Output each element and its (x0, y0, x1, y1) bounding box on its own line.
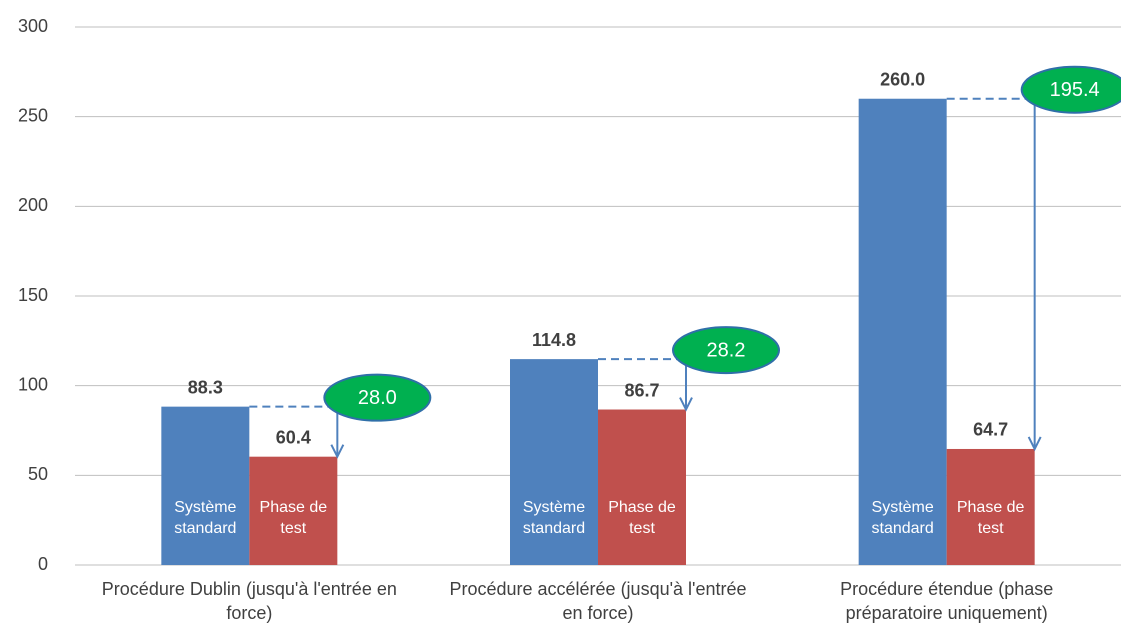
difference-bubble (672, 326, 780, 375)
x-tick-label: Procédure accélérée (jusqu'à l'entrée en… (449, 579, 747, 623)
x-tick-label: Procédure étendue (phase préparatoire un… (840, 579, 1054, 623)
series-label: Système standard (522, 499, 586, 537)
difference-label: 28.2 (707, 339, 746, 361)
difference-label: 195.4 (1050, 79, 1100, 101)
series-label: Système standard (174, 499, 237, 537)
series-label: Phase de test (608, 499, 676, 537)
y-tick-label: 100 (18, 374, 48, 394)
bar (161, 406, 250, 565)
data-label: 86.7 (624, 380, 659, 400)
bar (598, 409, 686, 565)
data-label: 260.0 (880, 69, 925, 89)
x-tick-label: Procédure Dublin (jusqu'à l'entrée en fo… (101, 579, 397, 623)
data-label: 64.7 (973, 420, 1008, 440)
difference-bubble (323, 373, 432, 422)
arrow-head (1027, 436, 1042, 452)
bar (249, 456, 338, 565)
y-tick-label: 150 (18, 285, 48, 305)
series-label: Phase de test (956, 499, 1025, 537)
data-label: 88.3 (188, 377, 223, 397)
series-label: Système standard (871, 499, 934, 537)
bar (946, 448, 1035, 565)
arrow-head (679, 397, 693, 412)
y-tick-label: 300 (18, 16, 48, 36)
y-tick-label: 200 (18, 195, 48, 215)
y-tick-label: 50 (28, 464, 48, 484)
bar (510, 359, 598, 565)
arrow-head (330, 444, 345, 459)
y-tick-label: 250 (18, 105, 48, 125)
difference-label: 28.0 (358, 387, 397, 409)
data-label: 114.8 (532, 330, 576, 350)
series-label: Phase de test (259, 499, 328, 537)
bar (858, 98, 947, 565)
data-label: 60.4 (276, 427, 311, 447)
difference-bubble (1020, 65, 1121, 114)
y-tick-label: 0 (38, 554, 48, 574)
